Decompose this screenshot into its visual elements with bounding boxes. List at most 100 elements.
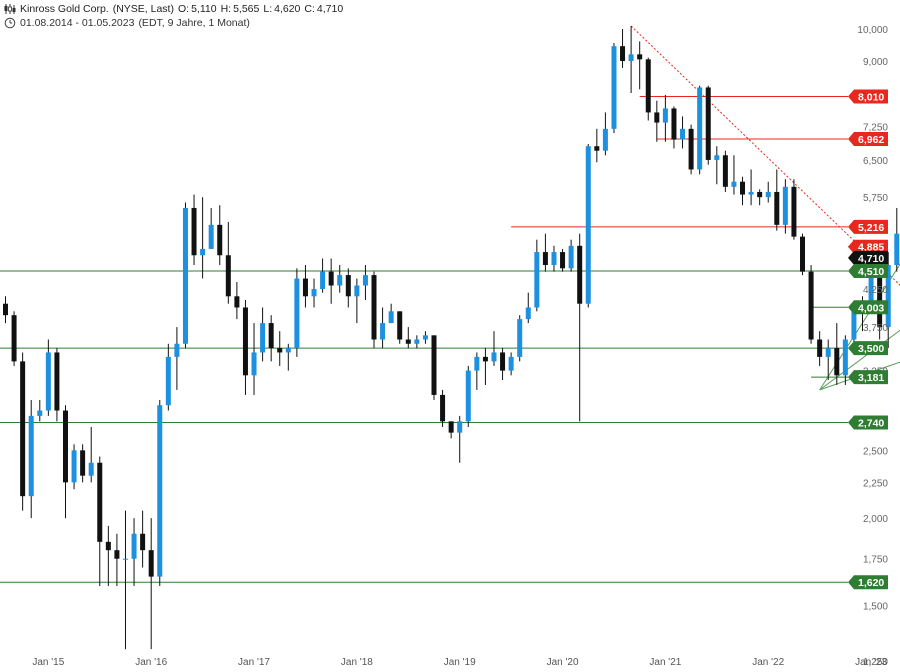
candle-2021-07: [714, 146, 720, 185]
candle-2014-12: [37, 400, 43, 422]
y-tick-label: 1,250: [863, 657, 888, 668]
trendline-support-3: [819, 361, 900, 391]
candle-2017-07: [302, 265, 308, 308]
candle-body: [320, 271, 326, 290]
candle-body: [688, 128, 694, 170]
x-tick-label: Jan '16: [135, 657, 167, 668]
candle-body: [217, 224, 223, 256]
candle-2018-10: [431, 335, 437, 401]
candle-2015-06: [88, 426, 94, 483]
candle-body: [148, 550, 154, 577]
candle-body: [868, 268, 874, 304]
y-tick-label: 10,000: [857, 25, 888, 36]
candle-2021-01: [662, 94, 668, 142]
candle-body: [405, 339, 411, 344]
candle-body: [748, 191, 754, 195]
x-tick-label: Jan '20: [547, 657, 579, 668]
candle-2020-07: [611, 42, 617, 134]
price-tag-label: 8,010: [858, 91, 884, 103]
candle-2017-12: [345, 268, 351, 308]
candle-body: [722, 155, 728, 187]
price-tag-label: 2,740: [858, 417, 884, 429]
candle-2021-02: [671, 106, 677, 149]
candle-2021-06: [705, 85, 711, 165]
candle-body: [851, 311, 857, 340]
price-tag-2,740: 2,740: [848, 415, 888, 430]
candle-2022-01: [765, 181, 771, 203]
candle-body: [637, 54, 643, 60]
candle-body: [97, 462, 103, 542]
y-tick-label: 9,000: [863, 57, 888, 68]
price-tag-label: 5,216: [858, 222, 884, 234]
candle-body: [877, 268, 883, 328]
candle-2018-01: [354, 278, 360, 324]
y-tick-label: 7,250: [863, 123, 888, 134]
candle-body: [620, 46, 626, 62]
candle-body: [328, 271, 334, 286]
candle-2015-01: [45, 339, 51, 416]
candle-2020-09: [628, 25, 634, 94]
candle-body: [380, 323, 386, 340]
price-tag-box: [848, 239, 888, 254]
x-tick-label: Jan '18: [341, 657, 373, 668]
low-value: 4,620: [274, 3, 301, 15]
candle-body: [842, 339, 848, 376]
candle-2018-03: [371, 271, 377, 349]
candle-body: [697, 87, 703, 170]
candle-body: [491, 352, 497, 362]
candle-2021-09: [731, 155, 737, 195]
price-tag-1,620: 1,620: [848, 575, 888, 590]
price-tag-6,962: 6,962: [848, 132, 888, 147]
candle-body: [542, 252, 548, 266]
candle-2020-05: [594, 128, 600, 163]
price-tag-5,216: 5,216: [848, 219, 888, 234]
price-tag-label: 4,003: [858, 302, 884, 314]
candle-body: [705, 87, 711, 160]
candle-body: [362, 275, 368, 286]
y-tick-label: 1,500: [863, 602, 888, 613]
candle-2015-03: [62, 405, 68, 519]
candle-body: [757, 191, 763, 198]
candle-body: [671, 108, 677, 140]
candle-body: [560, 252, 566, 269]
candle-body: [465, 370, 471, 422]
candle-body: [791, 186, 797, 237]
candle-2017-10: [328, 258, 334, 304]
candle-2016-04: [174, 327, 180, 390]
open-value: 5,110: [191, 3, 217, 15]
chart-subheader: 01.08.2014 - 01.05.2023 (EDT, 9 Jahre, 1…: [4, 17, 254, 29]
exchange-label: (NYSE, Last): [112, 3, 174, 15]
price-tag-box: [848, 219, 888, 234]
candle-2019-08: [517, 315, 523, 362]
candle-2019-09: [525, 292, 531, 324]
candle-body: [131, 533, 137, 559]
candle-2016-03: [165, 343, 171, 411]
candle-body: [388, 311, 394, 324]
candle-2021-08: [722, 150, 728, 192]
y-tick-label: 6,500: [863, 156, 888, 167]
price-tag-box: [848, 300, 888, 315]
candle-body: [568, 245, 574, 269]
candle-2019-03: [474, 352, 480, 390]
close-label: C:: [304, 3, 315, 15]
candle-2016-07: [200, 197, 206, 279]
candle-body: [474, 356, 480, 371]
price-tag-box: [848, 341, 888, 356]
candle-2015-09: [114, 533, 120, 586]
candle-body: [765, 191, 771, 198]
candle-body: [37, 410, 43, 416]
candle-body: [191, 207, 197, 256]
candle-2022-07: [817, 331, 823, 366]
candle-2017-11: [337, 265, 343, 293]
candle-body: [654, 112, 660, 123]
candle-body: [782, 186, 788, 225]
candle-2022-02: [774, 169, 780, 231]
candle-2018-11: [440, 389, 446, 427]
candle-2014-08: [3, 296, 8, 324]
price-tag-4,003: 4,003: [848, 300, 888, 315]
candle-body: [225, 255, 231, 297]
candle-2022-09: [834, 323, 840, 385]
candle-2019-10: [534, 239, 540, 312]
